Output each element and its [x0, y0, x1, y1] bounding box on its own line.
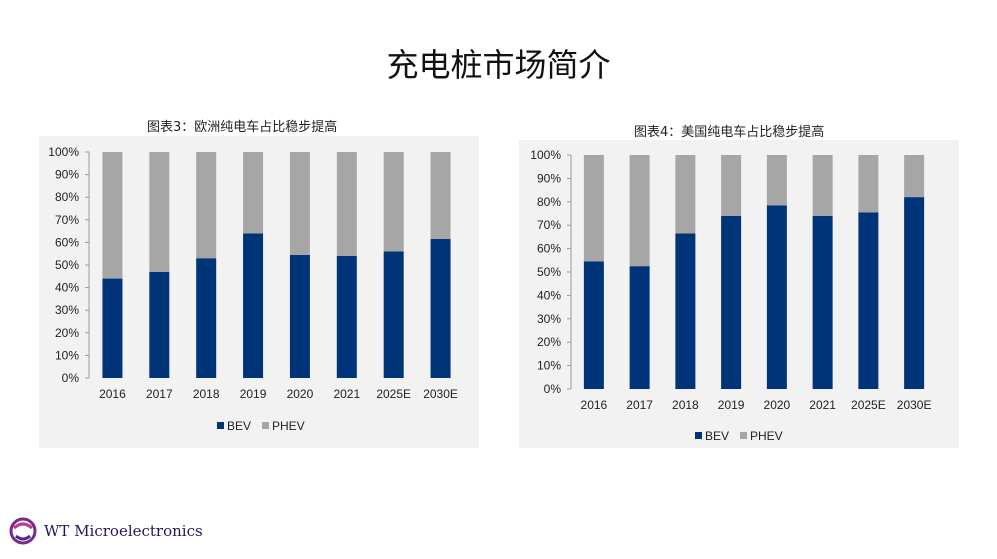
- x-tick-label: 2025E: [851, 398, 886, 412]
- y-tick-label: 20%: [537, 335, 561, 349]
- bar-bev-2016: [102, 278, 123, 378]
- slide-title: 充电桩市场简介: [386, 46, 611, 84]
- bar-bev-2020: [289, 254, 310, 378]
- x-tick-label: 2019: [718, 398, 745, 412]
- y-tick-label: 30%: [55, 303, 79, 317]
- x-tick-label: 2016: [99, 387, 126, 401]
- bar-phev-2017: [149, 152, 170, 272]
- bar-phev-2019: [243, 152, 264, 234]
- bar-phev-2018: [675, 155, 696, 234]
- bar-bev-2020: [766, 205, 787, 389]
- y-tick-label: 80%: [55, 190, 79, 204]
- bar-phev-2016: [102, 152, 123, 279]
- bar-bev-2017: [149, 271, 170, 378]
- bar-bev-2019: [243, 233, 264, 378]
- bar-phev-2019: [721, 155, 742, 216]
- legend-label-phev: PHEV: [750, 429, 783, 443]
- bar-bev-2030e: [430, 239, 451, 378]
- y-tick-label: 90%: [55, 168, 79, 182]
- y-tick-label: 100%: [530, 148, 561, 162]
- x-tick-label: 2030E: [423, 387, 458, 401]
- legend-label-bev: BEV: [227, 419, 251, 433]
- y-tick-label: 50%: [537, 265, 561, 279]
- wt-logo-icon: [9, 517, 37, 545]
- y-tick-label: 10%: [537, 359, 561, 373]
- y-tick-label: 20%: [55, 326, 79, 340]
- bar-bev-2025e: [383, 251, 404, 378]
- bar-bev-2017: [629, 266, 650, 389]
- chart-1-title: 图表3：欧洲纯电车占比稳步提高: [147, 120, 338, 135]
- bar-phev-2030e: [904, 155, 925, 198]
- bar-phev-2025e: [858, 155, 879, 213]
- x-tick-label: 2021: [333, 387, 360, 401]
- bar-bev-2019: [721, 215, 742, 389]
- chart-1-panel: 0% 10% 20% 30% 40% 50% 60% 70% 80% 90% 100% 2016 201…: [39, 136, 479, 448]
- bar-phev-2020: [766, 155, 787, 206]
- bar-phev-2020: [289, 152, 310, 255]
- legend-label-phev: PHEV: [272, 419, 305, 433]
- x-tick-label: 2020: [287, 387, 314, 401]
- x-tick-label: 2016: [581, 398, 608, 412]
- x-tick-label: 2018: [193, 387, 220, 401]
- chart-2-title: 图表4：美国纯电车占比稳步提高: [634, 125, 825, 140]
- x-tick-label: 2021: [809, 398, 836, 412]
- x-tick-label: 2017: [146, 387, 173, 401]
- bar-bev-2030e: [904, 197, 925, 389]
- y-tick-label: 50%: [55, 258, 79, 272]
- x-tick-label: 2025E: [376, 387, 411, 401]
- y-tick-label: 70%: [537, 218, 561, 232]
- chart-2-panel: 0% 10% 20% 30% 40% 50% 60% 70% 80% 90% 100% 2016 201…: [519, 140, 959, 448]
- y-tick-label: 0%: [544, 382, 562, 396]
- bar-bev-2018: [675, 233, 696, 389]
- chart-2-svg: 0% 10% 20% 30% 40% 50% 60% 70% 80% 90% 100% 2016 201…: [519, 140, 959, 448]
- bar-phev-2030e: [430, 152, 451, 240]
- bar-phev-2018: [196, 152, 217, 259]
- y-tick-label: 0%: [62, 371, 80, 385]
- logo-text: WT Microelectronics: [44, 522, 203, 540]
- bar-phev-2021: [812, 155, 833, 216]
- x-tick-label: 2020: [764, 398, 791, 412]
- company-logo: WT Microelectronics: [8, 516, 203, 546]
- bar-bev-2025e: [858, 212, 879, 389]
- legend-swatch-phev: [262, 422, 269, 429]
- x-tick-label: 2017: [626, 398, 653, 412]
- bar-bev-2016: [583, 261, 604, 389]
- x-tick-label: 2018: [672, 398, 699, 412]
- y-tick-label: 60%: [537, 242, 561, 256]
- legend-swatch-phev: [740, 432, 747, 439]
- y-tick-label: 80%: [537, 195, 561, 209]
- y-tick-label: 90%: [537, 171, 561, 185]
- chart-1-svg: 0% 10% 20% 30% 40% 50% 60% 70% 80% 90% 100% 2016 201…: [39, 136, 479, 448]
- bar-phev-2016: [583, 155, 604, 262]
- bar-bev-2021: [336, 255, 357, 378]
- legend-swatch-bev: [695, 432, 702, 439]
- y-tick-label: 40%: [537, 288, 561, 302]
- bar-phev-2021: [336, 152, 357, 256]
- x-tick-label: 2030E: [897, 398, 932, 412]
- bar-phev-2017: [629, 155, 650, 267]
- bar-bev-2021: [812, 215, 833, 389]
- y-tick-label: 10%: [55, 348, 79, 362]
- legend-label-bev: BEV: [705, 429, 729, 443]
- y-tick-label: 100%: [48, 145, 79, 159]
- y-tick-label: 30%: [537, 312, 561, 326]
- legend-swatch-bev: [217, 422, 224, 429]
- bar-bev-2018: [196, 258, 217, 378]
- y-tick-label: 40%: [55, 281, 79, 295]
- y-tick-label: 60%: [55, 235, 79, 249]
- x-tick-label: 2019: [240, 387, 267, 401]
- bar-phev-2025e: [383, 152, 404, 252]
- y-tick-label: 70%: [55, 213, 79, 227]
